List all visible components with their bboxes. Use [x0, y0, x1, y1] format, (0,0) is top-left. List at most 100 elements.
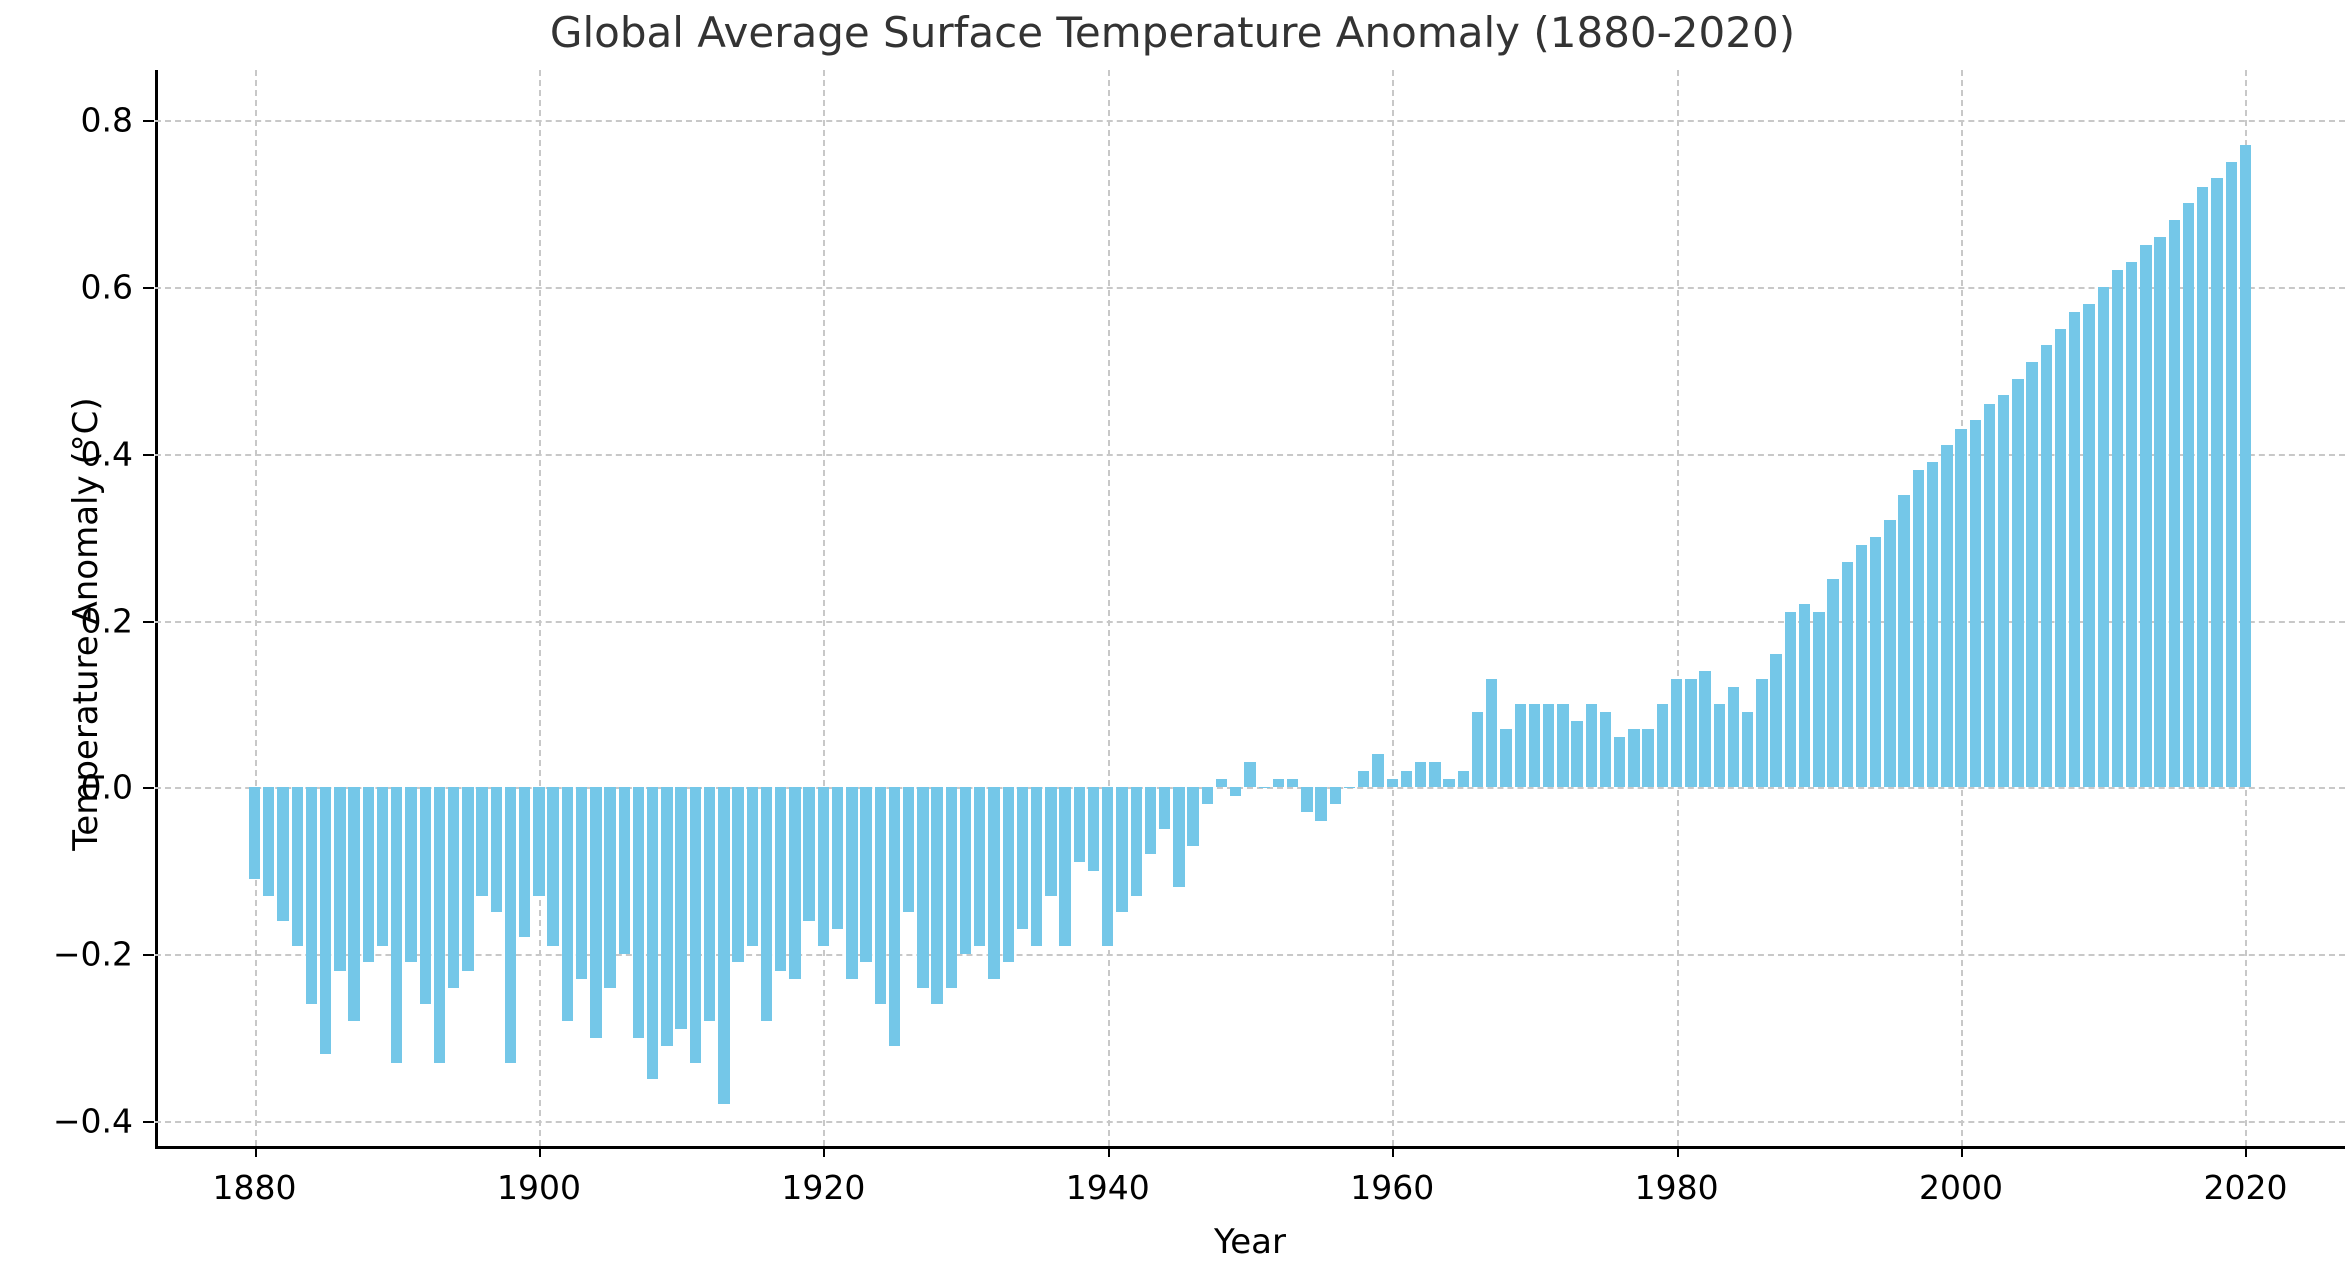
bar [1742, 712, 1754, 788]
bar [1471, 712, 1484, 788]
y-tick-label: 0.4 [80, 434, 133, 474]
bar [419, 787, 431, 1005]
bar [1656, 703, 1669, 788]
bar [1457, 770, 1469, 788]
bar [1798, 603, 1811, 788]
x-axis-label: Year [1214, 1222, 1286, 1262]
x-tick-mark [1392, 1146, 1395, 1157]
x-tick-label: 1900 [496, 1168, 581, 1207]
bar [1414, 762, 1427, 788]
bar [1642, 728, 1654, 788]
y-tick-mark [143, 620, 154, 623]
bar [348, 787, 360, 1021]
bar [732, 787, 744, 963]
bar [2026, 361, 2038, 788]
y-tick-mark [143, 787, 154, 790]
y-tick-mark [143, 453, 154, 456]
y-tick-label: 0.2 [80, 601, 133, 640]
bar [2069, 311, 2081, 788]
x-tick-mark [1107, 1146, 1110, 1157]
bar [1358, 770, 1370, 788]
bar [1343, 787, 1356, 789]
gridline-horizontal [155, 1120, 2345, 1123]
bar [1841, 562, 1853, 788]
bar [1016, 787, 1029, 930]
bar [248, 787, 261, 880]
bar [860, 787, 872, 963]
bar [1599, 712, 1612, 788]
bar [1855, 545, 1868, 788]
bar [277, 787, 289, 921]
bar [2140, 245, 2152, 788]
x-tick-mark [1676, 1146, 1679, 1157]
bar [917, 787, 929, 988]
bar [447, 787, 460, 988]
x-tick-mark [823, 1146, 826, 1157]
bar [391, 787, 403, 1063]
bar [476, 787, 488, 896]
bar [1585, 703, 1597, 788]
bar [1286, 778, 1299, 788]
bar [2239, 145, 2252, 788]
bar [319, 787, 332, 1055]
bar [647, 787, 659, 1080]
y-tick-label: 0.0 [80, 767, 133, 807]
bar [590, 787, 602, 1038]
bar [1059, 787, 1071, 946]
x-tick-label: 1880 [212, 1168, 297, 1207]
bar [1443, 778, 1455, 788]
x-tick-label: 2020 [2203, 1168, 2288, 1207]
bar [689, 787, 702, 1063]
bar [604, 787, 616, 988]
gridline-vertical [1107, 70, 1110, 1146]
x-tick-label: 1960 [1350, 1168, 1435, 1207]
bar [931, 787, 943, 1005]
bar [533, 787, 545, 896]
bar [1031, 787, 1043, 946]
gridline-vertical [538, 70, 541, 1146]
bar [334, 787, 346, 971]
bar [2211, 178, 2223, 788]
bar [263, 787, 275, 896]
bar [1983, 403, 1996, 788]
x-tick-mark [254, 1146, 257, 1157]
bar [1158, 787, 1171, 830]
bar [618, 787, 630, 955]
bar [1073, 787, 1086, 863]
bar [1813, 612, 1825, 788]
bar [746, 787, 758, 946]
bar [1187, 787, 1199, 846]
bar [1770, 653, 1782, 788]
bar [1144, 787, 1157, 855]
bar [305, 787, 318, 1005]
bar [2182, 203, 2195, 788]
bar [1386, 778, 1398, 788]
bar [1898, 495, 1910, 788]
bar [1713, 703, 1725, 788]
bar [433, 787, 446, 1063]
gridline-vertical [254, 70, 257, 1146]
bar [1941, 445, 1953, 788]
bar [831, 787, 844, 930]
gridline-vertical [823, 70, 826, 1146]
bar [376, 787, 389, 946]
bar [1272, 778, 1285, 788]
bar [1130, 787, 1142, 896]
bar [775, 787, 787, 971]
bar [2225, 161, 2237, 788]
bar [1087, 787, 1100, 871]
bar [1500, 728, 1512, 788]
gridline-vertical [1392, 70, 1395, 1146]
bar [789, 787, 801, 980]
y-tick-label: −0.4 [52, 1101, 133, 1141]
bar [1926, 462, 1939, 788]
bar [974, 787, 986, 946]
bar [561, 787, 574, 1021]
bar [575, 787, 588, 980]
y-axis-spine [155, 70, 158, 1146]
bar [1699, 670, 1711, 788]
bar [760, 787, 773, 1021]
bar [1372, 753, 1384, 788]
y-tick-label: 0.8 [80, 100, 133, 140]
bar [1571, 720, 1583, 788]
